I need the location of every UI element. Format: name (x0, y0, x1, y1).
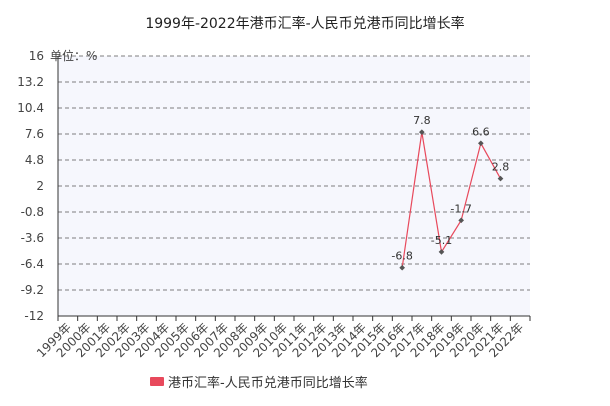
legend[interactable]: 港币汇率-人民币兑港币同比增长率 (150, 372, 368, 391)
y-tick-label: -6.4 (21, 257, 44, 271)
y-tick-label: 4.8 (25, 153, 44, 167)
data-label: -5.1 (431, 234, 452, 247)
data-label: 7.8 (413, 114, 431, 127)
data-label: -1.7 (450, 202, 471, 215)
chart-title: 1999年-2022年港币汇率-人民币兑港币同比增长率 (145, 16, 465, 32)
y-tick-label: 16 (29, 49, 44, 63)
data-point (478, 140, 484, 147)
data-point (458, 217, 464, 224)
y-tick-label: 10.4 (17, 101, 44, 115)
series-line (401, 132, 502, 268)
data-label: 6.6 (472, 125, 490, 138)
data-point (438, 249, 445, 255)
data-point (399, 264, 405, 271)
y-tick-label: -12 (24, 309, 44, 323)
legend-swatch (150, 376, 164, 386)
y-tick-label: 7.6 (25, 127, 44, 141)
unit-label: 单位：% (50, 48, 97, 63)
y-tick-label: 2 (36, 179, 44, 193)
y-tick-label: -0.8 (21, 205, 44, 219)
data-point (419, 129, 425, 135)
y-tick-label: -9.2 (21, 283, 44, 297)
y-tick-label: -3.6 (21, 231, 44, 245)
data-label: -6.8 (391, 250, 412, 263)
legend-label: 港币汇率-人民币兑港币同比增长率 (168, 375, 368, 391)
data-point (497, 175, 504, 182)
data-label: 2.8 (492, 161, 510, 174)
y-tick-label: 13.2 (17, 75, 44, 89)
